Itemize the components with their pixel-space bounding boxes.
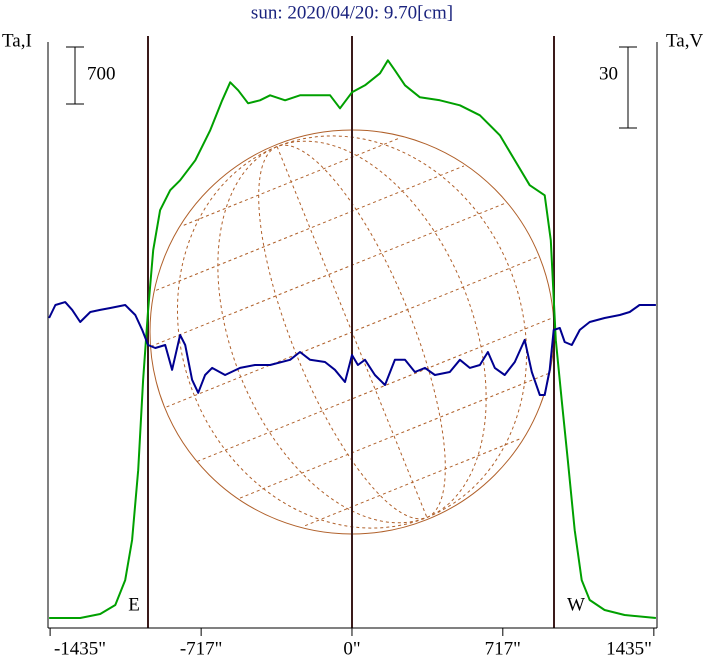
y2-axis-label: Ta,V <box>666 30 703 51</box>
x-tick-label: 717" <box>485 638 521 659</box>
x-tick-label: 1435" <box>606 638 652 659</box>
x-tick-label: 0" <box>343 638 360 659</box>
parallel <box>155 165 465 291</box>
chart-title: sun: 2020/04/20: 9.70[cm] <box>251 2 453 23</box>
scale-bar-label: 30 <box>599 63 618 84</box>
west-label: W <box>567 594 585 615</box>
scale-bar-label: 700 <box>87 63 116 84</box>
parallel <box>239 373 549 499</box>
x-tick-label: -717" <box>180 638 223 659</box>
series-line <box>48 301 656 396</box>
parallel <box>197 317 554 462</box>
series-line <box>49 59 656 619</box>
x-tick-label: -1435" <box>54 638 106 659</box>
parallel <box>150 202 507 347</box>
y-axis-label: Ta,I <box>2 30 32 51</box>
parallel <box>304 438 521 527</box>
parallel <box>183 137 400 226</box>
east-label: E <box>128 594 140 615</box>
